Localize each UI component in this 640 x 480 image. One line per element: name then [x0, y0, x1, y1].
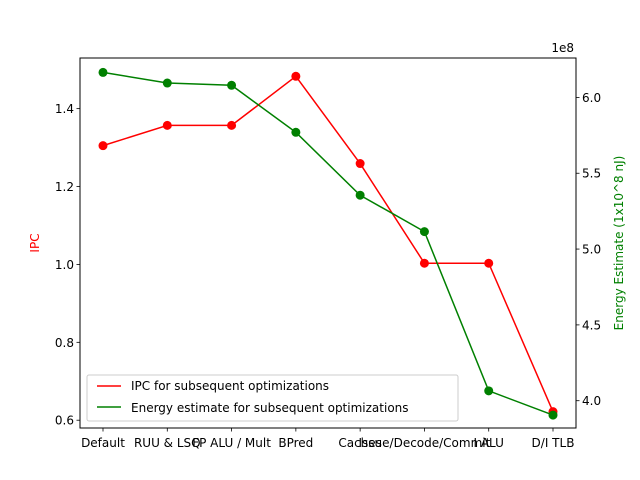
right-axis-label: Energy Estimate (1x10^8 nJ): [612, 156, 626, 331]
legend-entry-ipc: IPC for subsequent optimizations: [131, 379, 329, 393]
data-point-ipc: [227, 120, 237, 130]
data-point-ipc: [162, 120, 172, 130]
legend-box: [86, 374, 459, 422]
plot-frame: [79, 57, 577, 429]
left-y-tick-label: 1.2: [55, 180, 74, 194]
x-tick-label: Issue/Decode/Commit: [359, 436, 491, 450]
right-axis-offset-text: 1e8: [551, 41, 574, 55]
left-y-tick-label: 1.0: [55, 258, 74, 272]
legend-entry-energy: Energy estimate for subsequent optimizat…: [131, 401, 409, 415]
left-y-tick-label: 0.6: [55, 414, 74, 428]
data-point-ipc: [484, 258, 494, 268]
x-tick-label: I ALU: [473, 436, 503, 450]
data-point-ipc: [419, 258, 429, 268]
left-y-tick-label: 0.8: [55, 336, 74, 350]
right-y-tick-label: 6.0: [582, 91, 601, 105]
x-tick-label: RUU & LSQ: [134, 436, 201, 450]
data-point-energy: [162, 78, 172, 88]
series-line-ipc: [102, 75, 554, 412]
x-tick-label: FP ALU / Mult: [192, 436, 271, 450]
x-tick-label: D/I TLB: [532, 436, 575, 450]
right-y-tick-label: 4.0: [582, 394, 601, 408]
data-point-energy: [355, 190, 365, 200]
data-point-energy: [548, 410, 558, 420]
plot-area: [80, 58, 576, 428]
data-point-energy: [419, 227, 429, 237]
series-line-energy: [102, 71, 554, 416]
left-y-tick-label: 1.4: [55, 102, 74, 116]
series-layer: [98, 67, 558, 420]
x-tick-label: Default: [81, 436, 125, 450]
data-point-energy: [291, 127, 301, 137]
right-y-tick-label: 5.0: [582, 243, 601, 257]
data-point-ipc: [291, 71, 301, 81]
right-y-tick-label: 4.5: [582, 318, 601, 332]
x-tick-label: BPred: [278, 436, 313, 450]
legend: IPC for subsequent optimizations Energy …: [86, 374, 459, 422]
left-axis-label: IPC: [28, 233, 42, 252]
data-point-energy: [98, 67, 108, 77]
data-point-energy: [484, 386, 494, 396]
data-point-ipc: [355, 159, 365, 169]
x-tick-label: Caches: [338, 436, 382, 450]
data-point-ipc: [98, 141, 108, 151]
right-y-tick-label: 5.5: [582, 167, 601, 181]
data-point-energy: [227, 80, 237, 90]
